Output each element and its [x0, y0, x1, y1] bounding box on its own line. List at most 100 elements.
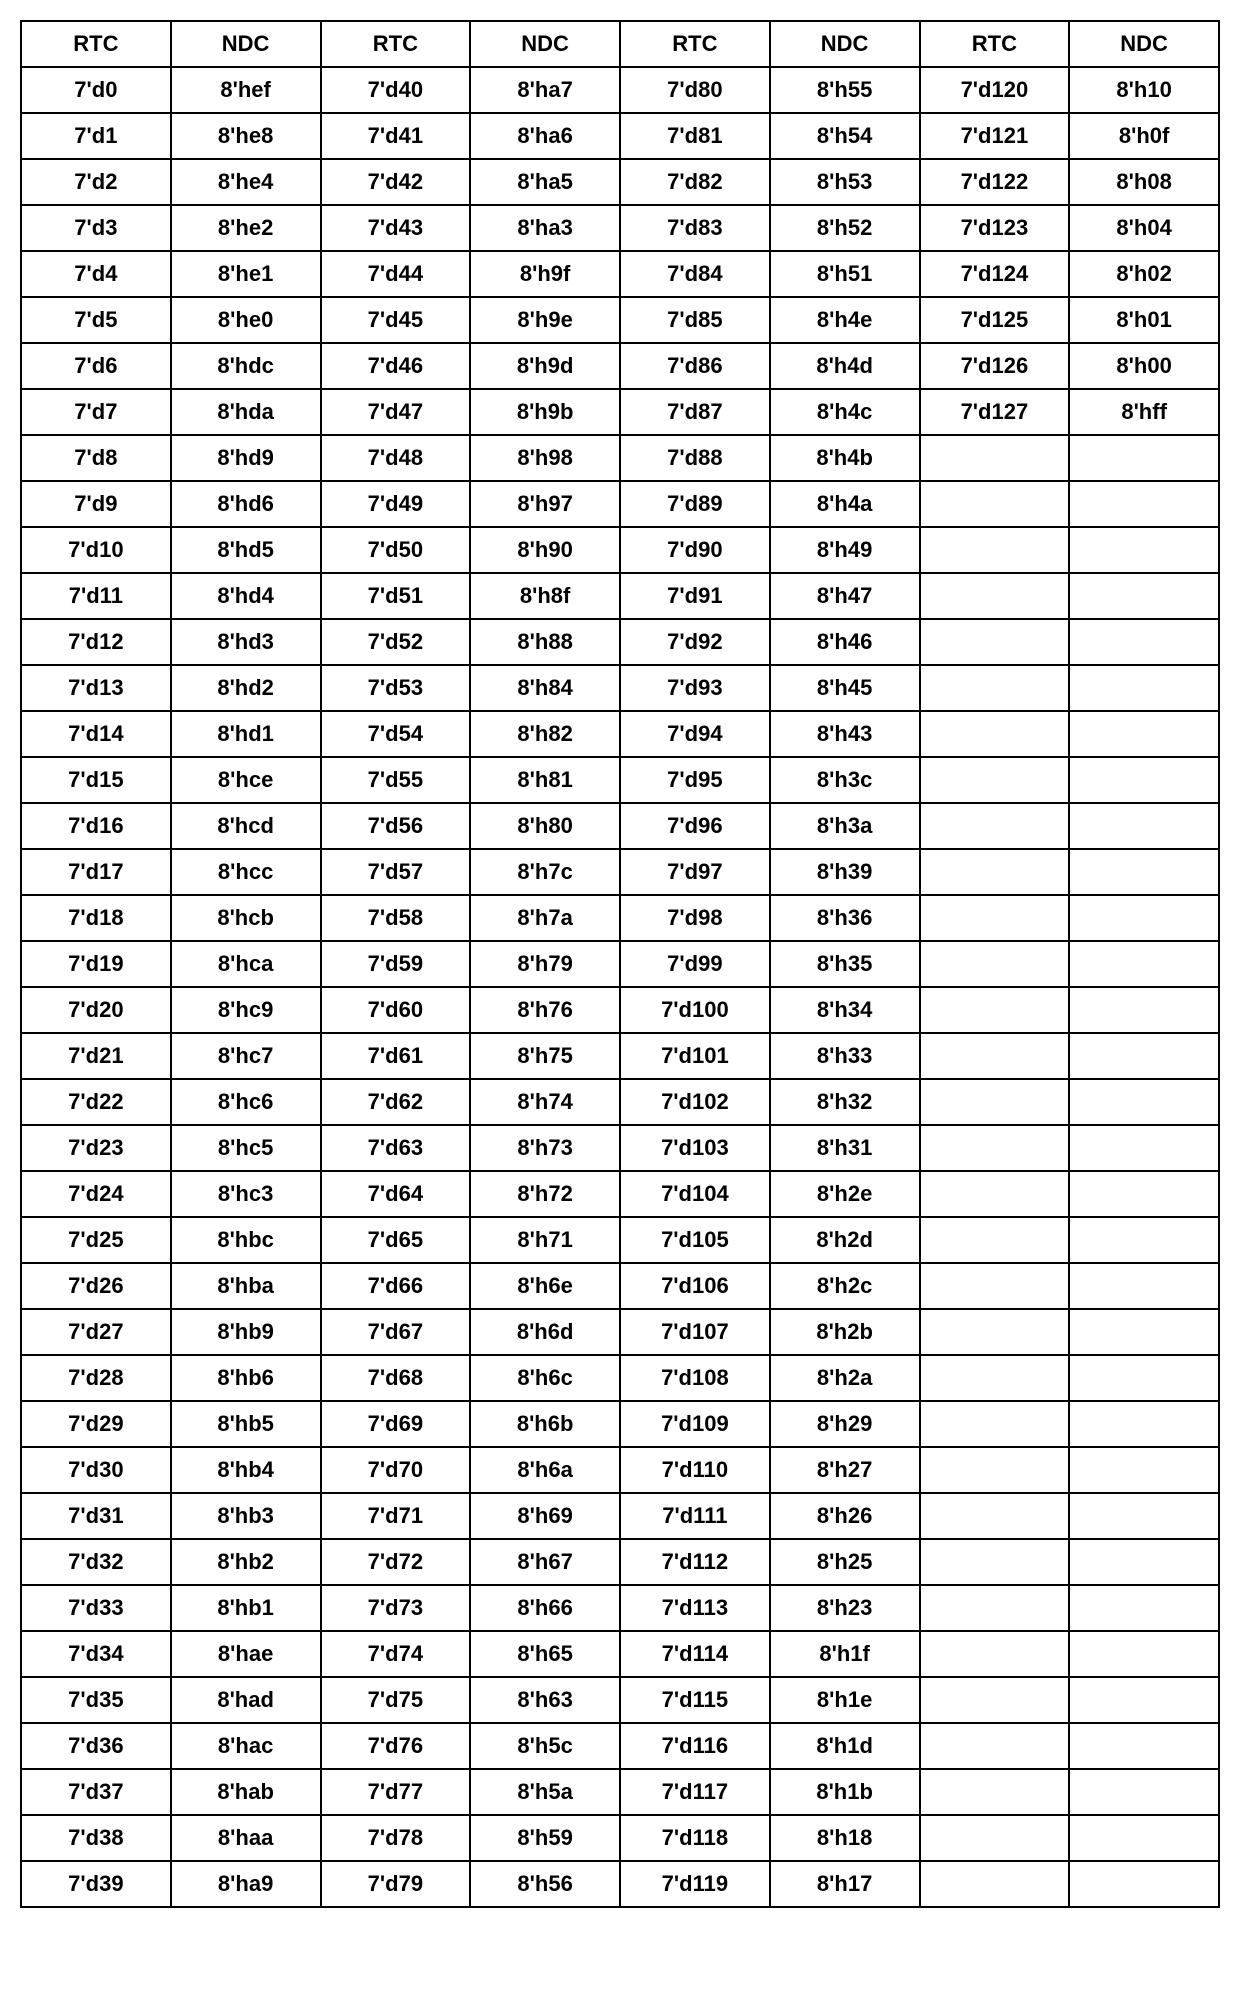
table-cell: 8'h4e	[770, 297, 920, 343]
table-cell: 7'd23	[21, 1125, 171, 1171]
table-cell: 8'h4c	[770, 389, 920, 435]
table-row: 7'd338'hb17'd738'h667'd1138'h23	[21, 1585, 1219, 1631]
header-cell-ndc: NDC	[1069, 21, 1219, 67]
table-cell: 7'd120	[920, 67, 1070, 113]
table-cell: 7'd64	[321, 1171, 471, 1217]
table-cell: 8'he4	[171, 159, 321, 205]
table-cell: 8'hd1	[171, 711, 321, 757]
table-cell: 8'h45	[770, 665, 920, 711]
table-cell	[920, 1033, 1070, 1079]
header-cell-rtc: RTC	[21, 21, 171, 67]
table-cell: 7'd50	[321, 527, 471, 573]
table-cell: 8'hb9	[171, 1309, 321, 1355]
table-cell	[920, 1631, 1070, 1677]
table-cell	[1069, 1125, 1219, 1171]
table-cell: 8'hcd	[171, 803, 321, 849]
table-cell: 8'h5c	[470, 1723, 620, 1769]
table-cell: 8'h3a	[770, 803, 920, 849]
table-cell: 7'd43	[321, 205, 471, 251]
table-cell: 7'd25	[21, 1217, 171, 1263]
table-cell: 7'd78	[321, 1815, 471, 1861]
table-cell	[1069, 619, 1219, 665]
table-cell: 8'h2b	[770, 1309, 920, 1355]
table-row: 7'd108'hd57'd508'h907'd908'h49	[21, 527, 1219, 573]
table-cell: 7'd46	[321, 343, 471, 389]
table-cell: 8'ha6	[470, 113, 620, 159]
table-cell	[1069, 941, 1219, 987]
table-cell: 8'h9b	[470, 389, 620, 435]
table-cell: 7'd68	[321, 1355, 471, 1401]
table-cell: 7'd80	[620, 67, 770, 113]
table-cell: 8'h71	[470, 1217, 620, 1263]
table-cell: 8'h26	[770, 1493, 920, 1539]
table-cell: 7'd72	[321, 1539, 471, 1585]
table-cell: 7'd52	[321, 619, 471, 665]
table-row: 7'd178'hcc7'd578'h7c7'd978'h39	[21, 849, 1219, 895]
table-cell: 8'h80	[470, 803, 620, 849]
table-cell: 8'ha7	[470, 67, 620, 113]
table-cell: 7'd101	[620, 1033, 770, 1079]
table-cell: 7'd87	[620, 389, 770, 435]
table-cell: 7'd32	[21, 1539, 171, 1585]
table-cell	[920, 1861, 1070, 1907]
table-cell: 8'hd3	[171, 619, 321, 665]
table-cell: 8'h55	[770, 67, 920, 113]
header-cell-ndc: NDC	[171, 21, 321, 67]
table-cell: 8'hff	[1069, 389, 1219, 435]
table-cell: 7'd45	[321, 297, 471, 343]
table-cell	[1069, 895, 1219, 941]
table-cell: 8'hb4	[171, 1447, 321, 1493]
table-cell: 7'd47	[321, 389, 471, 435]
table-cell: 8'ha5	[470, 159, 620, 205]
table-cell: 7'd7	[21, 389, 171, 435]
table-cell	[920, 1125, 1070, 1171]
table-cell: 8'h73	[470, 1125, 620, 1171]
table-row: 7'd48'he17'd448'h9f7'd848'h517'd1248'h02	[21, 251, 1219, 297]
table-cell: 8'hda	[171, 389, 321, 435]
table-cell: 7'd112	[620, 1539, 770, 1585]
table-row: 7'd18'he87'd418'ha67'd818'h547'd1218'h0f	[21, 113, 1219, 159]
table-cell: 7'd10	[21, 527, 171, 573]
table-cell	[1069, 1447, 1219, 1493]
table-cell: 8'hd9	[171, 435, 321, 481]
table-cell	[920, 987, 1070, 1033]
table-cell	[920, 481, 1070, 527]
table-cell: 8'h49	[770, 527, 920, 573]
table-row: 7'd288'hb67'd688'h6c7'd1088'h2a	[21, 1355, 1219, 1401]
table-cell: 7'd109	[620, 1401, 770, 1447]
table-row: 7'd118'hd47'd518'h8f7'd918'h47	[21, 573, 1219, 619]
table-cell: 7'd70	[321, 1447, 471, 1493]
table-row: 7'd148'hd17'd548'h827'd948'h43	[21, 711, 1219, 757]
table-row: 7'd138'hd27'd538'h847'd938'h45	[21, 665, 1219, 711]
table-cell	[920, 1217, 1070, 1263]
table-cell	[1069, 527, 1219, 573]
table-row: 7'd78'hda7'd478'h9b7'd878'h4c7'd1278'hff	[21, 389, 1219, 435]
table-cell: 7'd5	[21, 297, 171, 343]
table-cell: 7'd9	[21, 481, 171, 527]
table-cell	[920, 1079, 1070, 1125]
table-row: 7'd358'had7'd758'h637'd1158'h1e	[21, 1677, 1219, 1723]
table-cell: 7'd67	[321, 1309, 471, 1355]
table-cell: 8'h63	[470, 1677, 620, 1723]
table-cell: 8'h81	[470, 757, 620, 803]
table-cell	[1069, 849, 1219, 895]
table-cell: 7'd3	[21, 205, 171, 251]
table-cell: 8'had	[171, 1677, 321, 1723]
table-cell: 7'd21	[21, 1033, 171, 1079]
table-cell: 7'd98	[620, 895, 770, 941]
table-cell: 8'h54	[770, 113, 920, 159]
table-cell: 7'd122	[920, 159, 1070, 205]
table-cell	[920, 1723, 1070, 1769]
table-row: 7'd88'hd97'd488'h987'd888'h4b	[21, 435, 1219, 481]
table-cell	[1069, 1263, 1219, 1309]
table-cell: 7'd92	[620, 619, 770, 665]
table-cell: 7'd119	[620, 1861, 770, 1907]
table-cell: 7'd40	[321, 67, 471, 113]
table-cell: 7'd83	[620, 205, 770, 251]
table-cell	[1069, 1309, 1219, 1355]
table-cell: 8'h52	[770, 205, 920, 251]
table-cell: 7'd39	[21, 1861, 171, 1907]
table-cell: 8'h29	[770, 1401, 920, 1447]
table-row: 7'd298'hb57'd698'h6b7'd1098'h29	[21, 1401, 1219, 1447]
table-row: 7'd228'hc67'd628'h747'd1028'h32	[21, 1079, 1219, 1125]
